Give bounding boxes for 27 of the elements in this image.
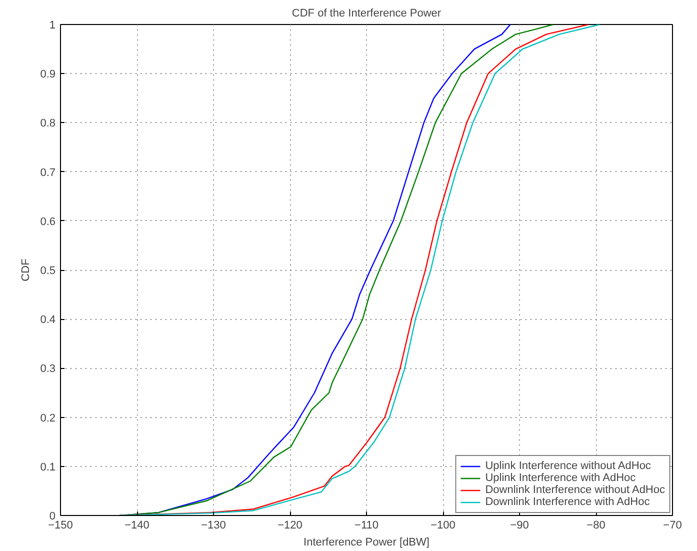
x-tick-label: −100 [430, 520, 456, 532]
x-tick-label: −150 [48, 520, 73, 532]
y-tick-label: 0.4 [40, 314, 56, 326]
x-tick-label: −130 [201, 520, 226, 532]
y-tick-label: 0.9 [40, 68, 56, 81]
legend-label: Uplink Interference without AdHoc [485, 460, 651, 472]
x-tick-label: −120 [278, 520, 302, 532]
y-tick-label: 0.6 [40, 216, 56, 228]
y-tick-label: 0.8 [40, 118, 56, 130]
x-tick-label: −140 [124, 520, 150, 532]
x-tick-label: −70 [663, 520, 682, 532]
y-tick-label: 0.7 [40, 166, 56, 179]
x-tick-label: −80 [586, 520, 606, 532]
x-tick-label: −110 [354, 520, 378, 532]
y-tick-label: 0 [49, 510, 56, 522]
x-axis-title: Interference Power [dBW] [304, 536, 430, 548]
legend-label: Downlink Interference without AdHoc [485, 484, 665, 496]
legend-label: Uplink Interference with AdHoc [485, 472, 636, 484]
y-tick-label: 1 [49, 20, 56, 32]
legend-label: Downlink Interference with AdHoc [485, 496, 650, 508]
y-tick-label: 0.5 [40, 265, 56, 277]
y-axis-title: CDF [20, 258, 32, 282]
chart-title: CDF of the Interference Power [292, 8, 442, 20]
x-tick-label: −90 [510, 520, 529, 532]
y-tick-label: 0.1 [40, 461, 56, 474]
y-tick-label: 0.2 [40, 412, 56, 424]
y-tick-label: 0.3 [40, 363, 56, 376]
